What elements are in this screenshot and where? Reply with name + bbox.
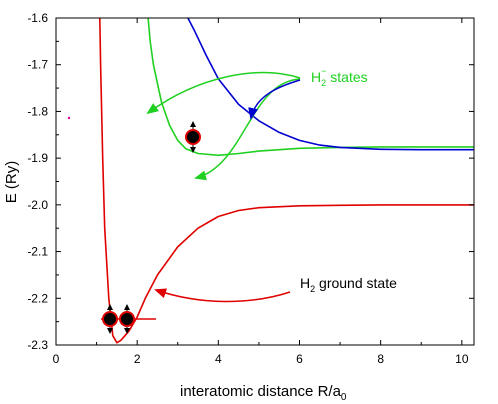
label-h2-minus-base: H: [311, 69, 321, 85]
x-tick-label: 4: [215, 352, 222, 366]
plot-frame: [55, 17, 475, 346]
h2-ground-state-curve: [99, 18, 474, 344]
y-tick-label: -1.8: [27, 104, 48, 118]
y-tick-label: -2.2: [27, 291, 48, 305]
label-h2-minus-states: H2 − states: [311, 66, 368, 88]
x-tick-label: 0: [53, 352, 60, 366]
blue-arrow: [248, 79, 301, 120]
y-tick-label: -1.7: [27, 58, 48, 72]
label-h2-minus-sup: −: [321, 66, 326, 76]
stray-dot-marker: [67, 116, 71, 120]
label-h2-minus-sub: 2: [321, 78, 326, 88]
label-h2-minus-rest: states: [326, 69, 367, 85]
x-tick-label: 10: [455, 352, 469, 366]
y-tick-label: -2.0: [27, 198, 48, 212]
x-axis-title: interatomic distance R/a0: [180, 383, 347, 403]
x-tick-label: 2: [134, 352, 141, 366]
curves-layer: [99, 18, 474, 344]
label-h2-ground-rest: ground state: [315, 275, 397, 291]
y-axis-title: E (Ry): [3, 161, 20, 204]
red-arrow: [154, 288, 291, 303]
y-tick-label: -1.9: [27, 151, 48, 165]
x-axis-title-sub: 0: [341, 392, 347, 403]
x-axis-title-main: interatomic distance R/a: [180, 383, 342, 400]
label-h2-ground-sub: 2: [310, 284, 315, 294]
y-tick-label: -2.1: [27, 245, 48, 259]
green-arrow-lower: [194, 78, 301, 181]
h2-minus-state-curve-2: [187, 18, 474, 151]
y-tick-label: -1.6: [27, 11, 48, 25]
axis-ticks: 0 2 4 6 8 10 -2.3 -2.2 -2.1 -2.0 -1.9 -1.8 -1.7 -1.6: [27, 11, 474, 366]
green-arrow-upper: [146, 71, 301, 115]
electron-pair-spin-icon: [101, 304, 156, 334]
single-electron-spin-icon: [185, 121, 201, 153]
label-h2-ground-state: H2 ground state: [300, 275, 397, 294]
y-tick-label: -2.3: [27, 338, 48, 352]
label-h2-ground-base: H: [300, 275, 310, 291]
x-tick-label: 6: [296, 352, 303, 366]
h2-minus-state-curve-1: [147, 18, 474, 157]
x-tick-label: 8: [377, 352, 384, 366]
